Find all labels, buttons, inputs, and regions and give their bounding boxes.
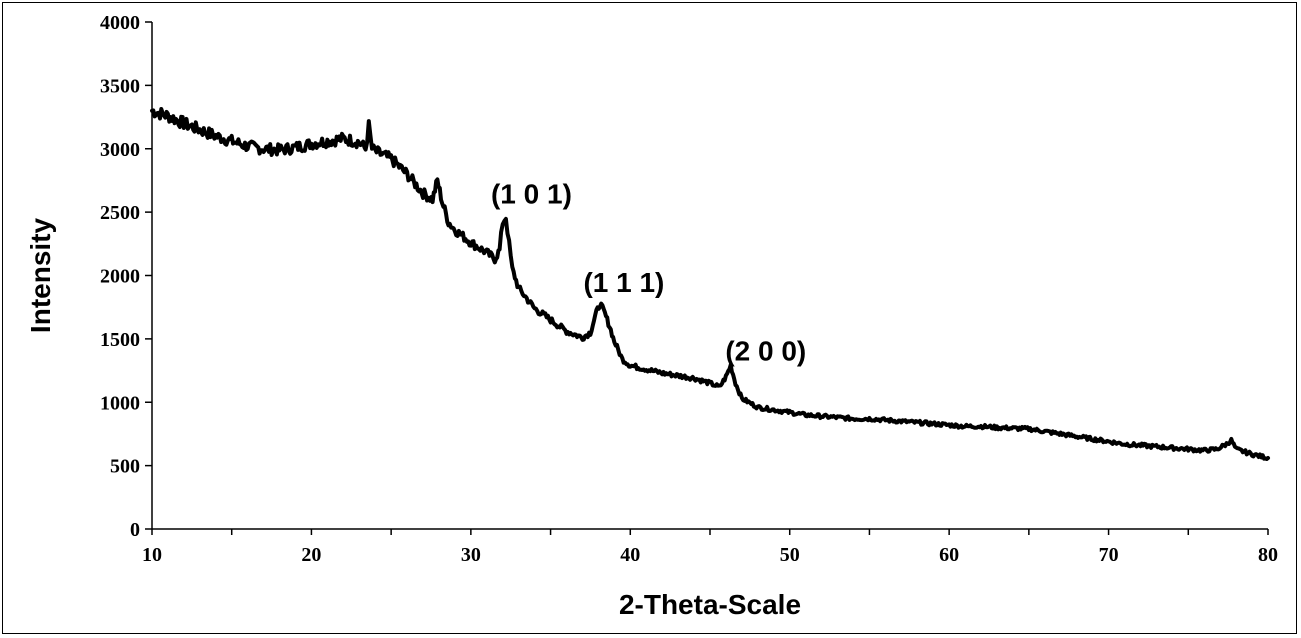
y-tick-label: 1000 <box>100 392 140 414</box>
y-tick-label: 2000 <box>100 266 140 288</box>
y-tick-label: 4000 <box>100 12 140 34</box>
y-tick-label: 3500 <box>100 75 140 97</box>
peak-annotation: (2 0 0) <box>725 335 806 366</box>
peak-annotation: (1 0 1) <box>491 178 572 209</box>
x-tick-label: 40 <box>620 544 640 566</box>
y-tick-label: 3000 <box>100 139 140 161</box>
x-tick-labels: 10 20 30 40 50 60 70 80 <box>142 544 1278 566</box>
x-tick-label: 60 <box>939 544 959 566</box>
peak-annotation: (1 1 1) <box>583 267 664 298</box>
y-tick-labels: 0 500 1000 1500 2000 2500 3000 3500 4000 <box>100 12 140 541</box>
y-tick-label: 0 <box>130 519 140 541</box>
x-tick-label: 80 <box>1258 544 1278 566</box>
y-axis-title: Intensity <box>25 218 56 334</box>
peak-annotations: (1 0 1) (1 1 1) (2 0 0) <box>491 178 806 366</box>
x-tick-label: 30 <box>461 544 481 566</box>
y-tick-label: 2500 <box>100 202 140 224</box>
y-tick-label: 1500 <box>100 329 140 351</box>
x-tick-label: 70 <box>1099 544 1119 566</box>
x-tick-label: 50 <box>780 544 800 566</box>
x-tick-label: 20 <box>301 544 321 566</box>
x-tick-label: 10 <box>142 544 162 566</box>
x-axis-ticks <box>151 529 1269 535</box>
x-axis-title: 2-Theta-Scale <box>619 589 801 620</box>
y-tick-label: 500 <box>110 456 140 478</box>
y-axis-ticks <box>145 21 152 530</box>
intensity-series-line <box>150 107 1270 461</box>
